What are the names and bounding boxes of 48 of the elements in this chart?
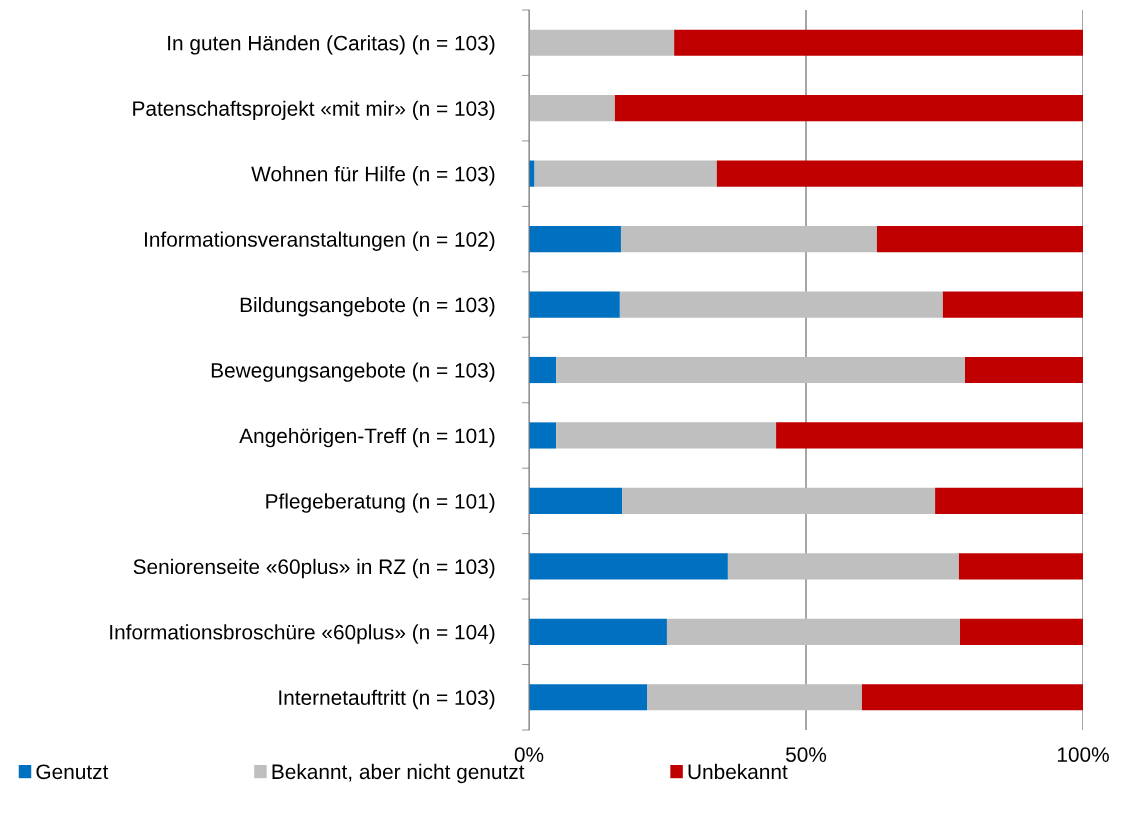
bar [666, 618, 961, 645]
bar [529, 487, 623, 514]
x-tick-label: 0% [514, 747, 544, 762]
bar [529, 618, 667, 645]
y-tick-label: Angehörigen-Treff (n = 101) [239, 427, 495, 448]
bar [620, 226, 877, 253]
bar [529, 29, 675, 56]
bar [965, 356, 1083, 384]
bar [529, 160, 535, 187]
y-tick-label: Bildungsangebote (n = 103) [240, 297, 495, 317]
bar [529, 553, 728, 580]
bar [876, 226, 1083, 253]
bar [942, 291, 1083, 318]
y-tick-label: Wohnen für Hilfe (n = 103) [251, 166, 495, 186]
bar [861, 684, 1083, 711]
bar [529, 226, 621, 253]
y-tick-label: Seniorenseite «60plus» in RZ (n = 103) [133, 558, 495, 579]
x-tick-label: 50% [785, 747, 827, 762]
bar [935, 487, 1083, 514]
bar [647, 684, 862, 711]
legend-label: Genutzt [36, 764, 109, 780]
bar [529, 95, 615, 122]
y-tick-label: Informationsveranstaltungen (n = 102) [144, 231, 495, 251]
bar [614, 95, 1083, 122]
bar [556, 422, 777, 449]
bar [619, 291, 943, 318]
bar [727, 553, 959, 580]
legend-label: Bekannt, aber nicht genutzt [272, 763, 525, 784]
y-tick-label: In guten Händen (Caritas) (n = 103) [168, 35, 495, 55]
bar [958, 553, 1083, 580]
bar [529, 356, 557, 384]
bar [556, 356, 965, 384]
y-tick-label: Informationsbroschüre «60plus» (n = 104) [110, 624, 495, 644]
x-tick-label: 100% [1057, 747, 1109, 762]
y-tick-label: Internetauftritt (n = 103) [279, 689, 495, 710]
bar [716, 160, 1083, 187]
bar [622, 487, 936, 514]
bar [674, 29, 1083, 56]
bar [534, 160, 717, 187]
bar [960, 618, 1083, 645]
bar [529, 291, 620, 318]
bar [529, 684, 647, 711]
bar [529, 422, 557, 449]
y-tick-label: Bewegungsangebote (n = 103) [211, 362, 495, 382]
y-tick-label: Patenschaftsprojekt «mit mir» (n = 103) [133, 100, 495, 121]
bar [776, 422, 1083, 449]
legend-label: Unbekannt [688, 763, 788, 780]
y-tick-label: Pflegeberatung (n = 101) [266, 493, 495, 513]
